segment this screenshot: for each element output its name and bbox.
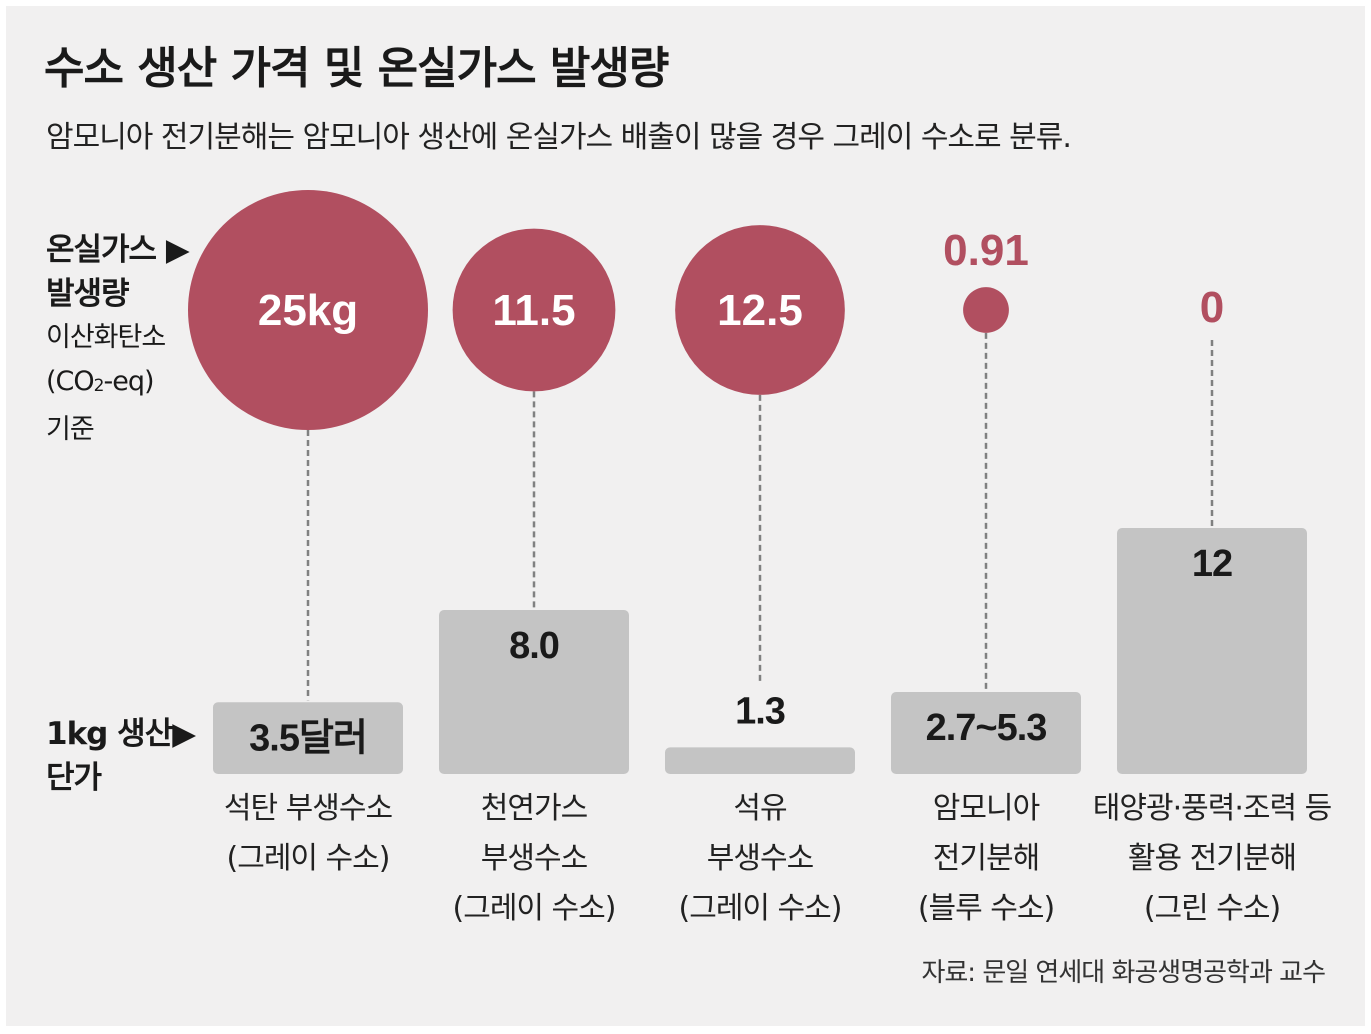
- price-value-label: 8.0: [509, 625, 559, 667]
- emission-axis-label: 온실가스 ▶ 발생량 이산화탄소 (CO2-eq) 기준: [46, 228, 190, 452]
- chart-panel: [6, 6, 1365, 1026]
- category-label: 부생수소: [707, 841, 814, 876]
- category-label: 석유: [733, 791, 787, 826]
- price-axis-label: 1kg 생산▶ 단가: [46, 712, 196, 800]
- category-label: 암모니아: [933, 791, 1040, 826]
- chart-title: 수소 생산 가격 및 온실가스 발생량: [44, 43, 669, 94]
- price-value-label: 1.3: [735, 690, 785, 732]
- price-label-line1: 1kg 생산▶: [46, 716, 196, 752]
- source-note: 자료: 문일 연세대 화공생명공학과 교수: [921, 958, 1326, 988]
- category-label: 전기분해: [933, 841, 1039, 876]
- price-label-line2: 단가: [46, 760, 102, 796]
- co2-open: (CO: [46, 366, 95, 397]
- emission-label-line1: 온실가스 ▶: [46, 232, 190, 268]
- emission-value-label: 0: [1200, 283, 1224, 332]
- category-label: 태양광·풍력·조력 등: [1093, 791, 1332, 826]
- co2-close: -eq): [103, 366, 154, 397]
- category-label: (그린 수소): [1144, 891, 1280, 926]
- chart-subtitle: 암모니아 전기분해는 암모니아 생산에 온실가스 배출이 많을 경우 그레이 수…: [46, 120, 1072, 155]
- category-label: 활용 전기분해: [1128, 841, 1296, 876]
- emission-bubble: [675, 225, 845, 395]
- emission-value-label: 11.5: [492, 286, 575, 335]
- price-bar: [665, 747, 855, 774]
- price-value-label: 2.7~5.3: [926, 707, 1047, 749]
- emission-label-line3: 이산화탄소: [46, 322, 166, 353]
- co2-subscript: 2: [93, 376, 105, 396]
- category-label: (블루 수소): [918, 891, 1054, 926]
- category-label: 천연가스: [481, 791, 588, 826]
- emission-value-label: 25kg: [258, 286, 358, 335]
- emission-label-line4: (CO2-eq): [46, 360, 189, 408]
- emission-bubble: [188, 190, 428, 430]
- emission-value-label: 0.91: [943, 226, 1029, 275]
- price-bar: [891, 692, 1081, 774]
- price-bar: [213, 702, 403, 774]
- price-value-label: 3.5달러: [249, 717, 367, 759]
- emission-value-label: 12.5: [717, 286, 803, 335]
- emission-label-line5: 기준: [46, 414, 95, 445]
- category-label: (그레이 수소): [679, 891, 842, 926]
- price-bar: [1117, 528, 1307, 774]
- category-label: 부생수소: [481, 841, 588, 876]
- emission-bubble: [452, 228, 616, 392]
- price-bar: [439, 610, 629, 774]
- emission-bubble: [963, 287, 1009, 333]
- category-label: (그레이 수소): [453, 891, 616, 926]
- price-value-label: 12: [1192, 543, 1232, 585]
- emission-label-line2: 발생량: [46, 276, 130, 312]
- category-label: 석탄 부생수소: [224, 791, 393, 826]
- category-label: (그레이 수소): [227, 841, 390, 876]
